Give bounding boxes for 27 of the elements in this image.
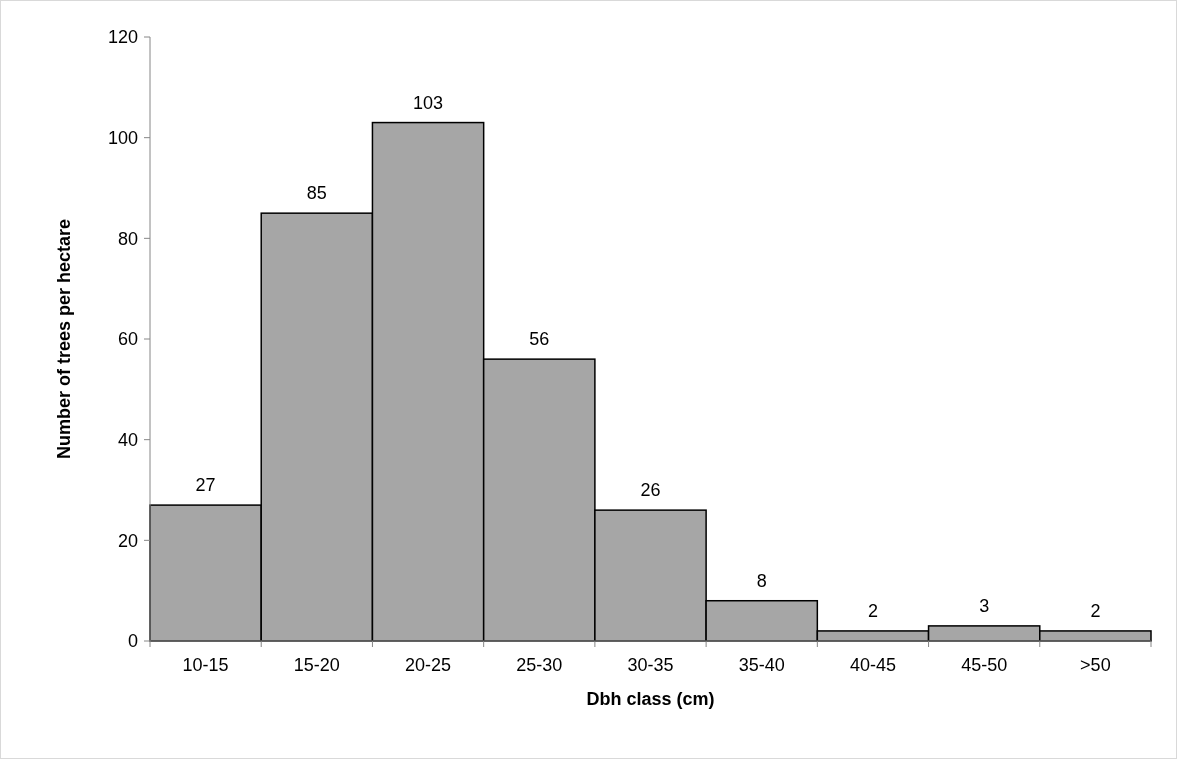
x-axis-title: Dbh class (cm) [586,689,715,709]
y-tick-label: 60 [117,329,138,350]
x-tick-label: 40-45 [849,655,896,675]
x-tick-label: 35-40 [738,655,785,675]
y-axis-title: Number of trees per hectare [54,218,74,460]
data-label: 56 [529,329,550,350]
x-tick-label: 15-20 [293,655,340,675]
x-tick-label: 25-30 [516,655,563,675]
x-tick-label: 10-15 [182,655,229,675]
data-label: 26 [640,480,661,501]
y-tick-label: 20 [117,530,138,551]
data-label: 2 [1090,600,1101,621]
x-tick-label: 30-35 [627,655,674,675]
x-tick-label: 20-25 [405,655,452,675]
data-label: 85 [306,183,327,204]
x-tick-label: 45-50 [961,655,1008,675]
data-label: 27 [195,475,216,496]
y-tick-label: 80 [117,228,138,249]
data-label: 2 [867,600,878,621]
y-tick-label: 0 [127,631,138,652]
data-label: 3 [979,595,990,616]
y-tick-label: 100 [107,127,138,148]
y-tick-label: 40 [117,429,138,450]
x-tick-label: >50 [1080,655,1111,675]
y-tick-label: 120 [107,27,138,48]
data-label: 8 [756,570,767,591]
data-label: 103 [413,92,444,113]
